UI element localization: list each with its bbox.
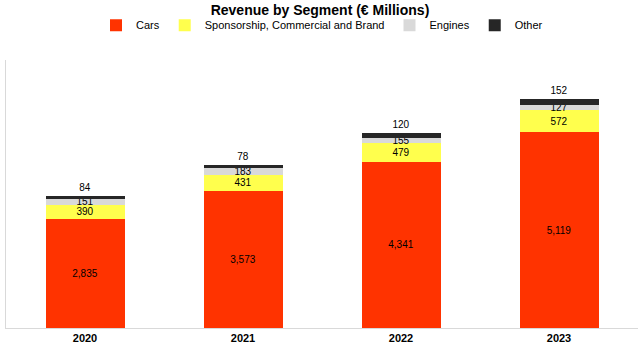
svg-text:120: 120 [392,119,409,130]
svg-text:5,119: 5,119 [547,225,572,236]
svg-text:2023: 2023 [547,332,571,344]
svg-text:2,835: 2,835 [72,268,97,279]
svg-text:4,341: 4,341 [388,239,413,250]
svg-text:Cars: Cars [136,19,160,31]
svg-text:155: 155 [392,135,409,146]
svg-text:572: 572 [550,116,567,127]
svg-text:431: 431 [234,177,251,188]
svg-text:2022: 2022 [389,332,413,344]
svg-text:Other: Other [515,19,543,31]
svg-text:2021: 2021 [231,332,255,344]
svg-text:479: 479 [392,147,409,158]
svg-text:Sponsorship, Commercial and Br: Sponsorship, Commercial and Brand [205,19,385,31]
svg-text:3,573: 3,573 [230,254,255,265]
svg-text:2020: 2020 [73,332,97,344]
svg-text:151: 151 [76,196,93,207]
svg-text:390: 390 [76,206,93,217]
svg-text:183: 183 [234,166,251,177]
svg-text:152: 152 [550,85,567,96]
svg-text:Engines: Engines [429,19,469,31]
svg-text:78: 78 [237,151,249,162]
svg-text:127: 127 [550,102,567,113]
svg-text:Revenue by Segment (€ Millions: Revenue by Segment (€ Millions) [211,2,430,18]
svg-text:84: 84 [79,182,91,193]
